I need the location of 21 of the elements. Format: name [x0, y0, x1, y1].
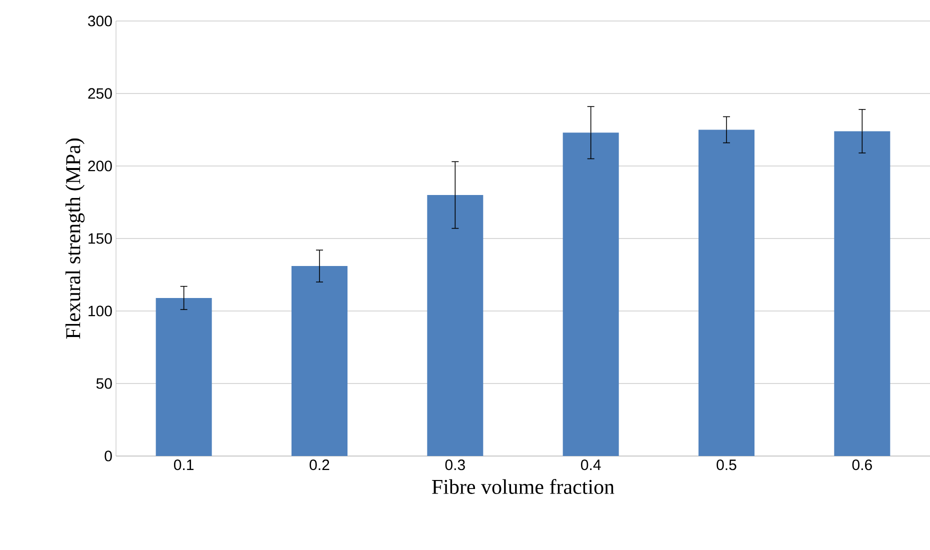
x-tick-label: 0.1: [174, 460, 194, 470]
x-tick-label: 0.3: [445, 460, 465, 470]
x-tick-label: 0.6: [852, 460, 872, 470]
bar: [834, 131, 890, 456]
y-tick-label: 200: [88, 160, 112, 172]
bar: [156, 298, 212, 456]
y-tick-label: 150: [88, 233, 112, 244]
bar: [292, 266, 348, 456]
x-tick-label: 0.5: [716, 460, 736, 470]
x-tick-label: 0.4: [580, 460, 601, 470]
x-axis-title: Fibre volume fraction: [432, 479, 614, 494]
bar: [427, 195, 484, 456]
y-axis-title: Flexural strength (MPa): [65, 138, 85, 339]
bar: [698, 130, 754, 456]
y-tick-label: 300: [88, 16, 112, 26]
y-tick-label: 250: [88, 88, 112, 99]
y-tick-label: 100: [88, 306, 112, 316]
y-tick-label: 50: [96, 378, 112, 389]
x-tick-label: 0.2: [310, 460, 330, 470]
bar: [562, 132, 619, 456]
y-tick-label: 0: [104, 450, 112, 462]
